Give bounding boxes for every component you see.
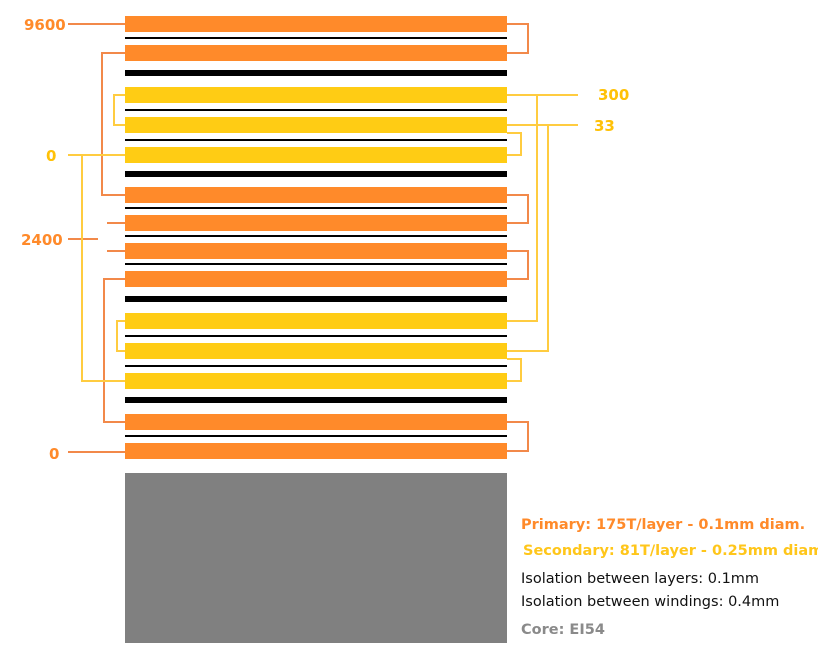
primary-layer-8	[125, 443, 507, 459]
legend-secondary: Secondary: 81T/layer - 0.25mm diam	[523, 543, 818, 559]
secondary-tap-33-label: 33	[594, 117, 615, 135]
secondary-tap-33	[507, 125, 549, 352]
legend-winding-isolation: Isolation between windings: 0.4mm	[521, 594, 780, 610]
legend-core: Core: EI54	[521, 622, 605, 638]
secondary-left-link	[113, 94, 125, 126]
secondary-tap-300-label: 300	[598, 86, 630, 104]
secondary-connections	[68, 94, 578, 382]
primary-layer-4	[125, 215, 507, 231]
primary-right-link	[507, 250, 529, 280]
primary-right-link	[507, 194, 529, 224]
layer-isolation	[125, 207, 507, 209]
secondary-zero-link	[81, 155, 125, 382]
layer-isolation	[125, 235, 507, 237]
secondary-right-link	[507, 358, 522, 382]
primary-right-link	[507, 421, 529, 452]
winding-isolation-bars	[125, 70, 507, 403]
secondary-layer-2	[125, 117, 507, 133]
secondary-left-link	[116, 320, 125, 352]
secondary-tap-300	[507, 95, 538, 322]
primary-layer-1	[125, 16, 507, 32]
layer-isolation	[125, 335, 507, 337]
primary-layer-7	[125, 414, 507, 430]
primary-tap-2400-label: 2400	[21, 231, 63, 249]
legend-primary: Primary: 175T/layer - 0.1mm diam.	[521, 517, 806, 533]
layer-isolation-lines	[125, 37, 507, 437]
core-block	[125, 473, 507, 643]
primary-layer-5	[125, 243, 507, 259]
legend-layer-isolation: Isolation between layers: 0.1mm	[521, 571, 760, 587]
primary-layers	[125, 16, 507, 459]
primary-layer-3	[125, 187, 507, 203]
primary-layer-6	[125, 271, 507, 287]
secondary-tap-0-label: 0	[46, 147, 57, 165]
layer-isolation	[125, 109, 507, 111]
primary-connections	[68, 23, 529, 453]
layer-isolation	[125, 263, 507, 265]
secondary-layer-3	[125, 147, 507, 163]
primary-right-link	[507, 23, 529, 54]
primary-tap-9600-label: 9600	[24, 16, 66, 34]
primary-tap-0-label: 0	[49, 445, 60, 463]
winding-isolation	[125, 397, 507, 403]
secondary-layer-5	[125, 343, 507, 359]
primary-left-link	[101, 52, 125, 196]
winding-isolation	[125, 171, 507, 177]
primary-left-link	[103, 278, 125, 423]
winding-isolation	[125, 296, 507, 302]
primary-layer-2	[125, 45, 507, 61]
secondary-right-link	[507, 132, 522, 156]
secondary-layer-6	[125, 373, 507, 389]
winding-isolation	[125, 70, 507, 76]
layer-isolation	[125, 139, 507, 141]
secondary-layers	[125, 87, 507, 389]
layer-isolation	[125, 435, 507, 437]
secondary-layer-4	[125, 313, 507, 329]
secondary-layer-1	[125, 87, 507, 103]
layer-isolation	[125, 365, 507, 367]
layer-isolation	[125, 37, 507, 39]
